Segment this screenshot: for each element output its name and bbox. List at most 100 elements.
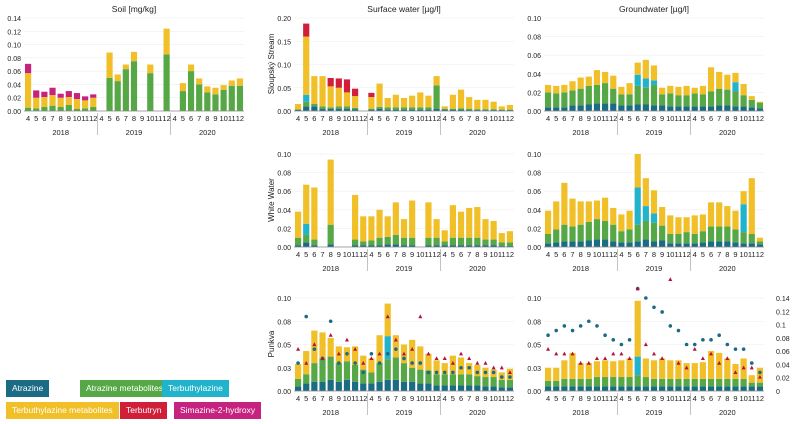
year-label: 2019 — [396, 128, 413, 137]
bar-segment — [577, 77, 584, 89]
bar-segment — [82, 100, 89, 109]
legend-label: Terbuthylazine — [168, 383, 223, 393]
x-tick-label: 6 — [42, 114, 46, 123]
marker-terbuthylazine-metabolites — [369, 356, 374, 361]
marker-terbuthylazine-metabolites — [393, 337, 398, 342]
bar-segment — [593, 84, 601, 104]
bar-segment — [147, 73, 154, 111]
bar-segment — [57, 97, 64, 108]
bar-segment — [433, 374, 440, 386]
marker-atrazine-metabolites — [394, 347, 398, 351]
bar-segment — [466, 108, 473, 111]
bar-segment — [610, 241, 617, 247]
bar-segment — [610, 224, 617, 242]
x-tick-label: 4 — [546, 394, 550, 403]
bar-segment — [384, 97, 391, 108]
bar-segment — [683, 106, 690, 111]
x-tick-label: 10 — [739, 114, 747, 123]
marker-atrazine-metabolites — [361, 370, 366, 375]
bar-segment — [740, 84, 747, 96]
bar-segment — [667, 93, 674, 107]
x-tick-label: 11 — [601, 394, 609, 403]
bar-segment — [417, 383, 424, 391]
x-tick-label: 6 — [709, 250, 713, 259]
x-tick-label: 4 — [26, 114, 30, 123]
x-tick-label: 12 — [609, 250, 617, 259]
y-tick-label: 0.04 — [7, 82, 21, 89]
bar-segment — [466, 207, 473, 238]
bar-segment — [650, 386, 658, 391]
bar-segment — [474, 237, 481, 246]
bar-segment — [441, 363, 448, 375]
year-label: 2019 — [126, 128, 143, 137]
legend-terbutryn: Terbutryn — [120, 402, 168, 419]
marker-atrazine-metabolites — [717, 333, 721, 338]
bar-segment — [498, 106, 505, 110]
bar-segment — [610, 75, 617, 89]
x-tick-label: 7 — [50, 114, 54, 123]
bar-segment — [417, 109, 424, 111]
x-tick-label: 4 — [296, 250, 300, 259]
bar-segment — [650, 241, 658, 247]
bar-segment — [33, 90, 40, 98]
x-tick-label: 12 — [359, 250, 367, 259]
bar-segment — [553, 93, 560, 108]
bar-segment — [335, 381, 342, 391]
bar-segment — [384, 107, 391, 110]
bar-segment — [90, 107, 97, 111]
x-tick-label: 11 — [498, 394, 506, 403]
bar-segment — [327, 356, 334, 380]
x-tick-label: 10 — [343, 250, 351, 259]
x-tick-label: 11 — [81, 114, 89, 123]
marker-terbuthylazine-metabolites — [546, 346, 551, 351]
bar-segment — [659, 94, 666, 106]
bar-segment — [236, 78, 244, 86]
bar-segment — [335, 87, 342, 107]
bar-segment — [675, 233, 682, 244]
x-tick-label: 9 — [337, 114, 341, 123]
year-label: 2018 — [572, 128, 589, 137]
bar-segment — [490, 110, 497, 111]
bar-segment — [634, 386, 641, 391]
x-tick-label: 5 — [304, 250, 308, 259]
bar-segment — [311, 330, 318, 364]
x-tick-label: 7 — [394, 394, 398, 403]
x-tick-label: 9 — [660, 250, 664, 259]
bar-segment — [482, 386, 489, 391]
bar-segment — [114, 74, 121, 82]
bar-segment — [634, 104, 641, 111]
bar-segment — [675, 106, 682, 111]
bar-segment — [561, 92, 568, 108]
bar-segment — [506, 246, 514, 247]
panel-title: Surface water [µg/l] — [367, 4, 440, 14]
marker-atrazine-metabolites — [434, 370, 439, 375]
x-tick-label: 10 — [73, 114, 81, 123]
x-tick-label: 11 — [748, 394, 756, 403]
marker-terbuthylazine-metabolites — [507, 370, 512, 374]
bar-segment — [327, 337, 334, 357]
bar-segment — [466, 385, 473, 391]
bar-segment — [482, 239, 489, 246]
bar-segment — [187, 64, 195, 72]
bar-segment — [490, 101, 497, 110]
x-tick-label: 5 — [554, 114, 558, 123]
x-tick-label: 10 — [666, 250, 674, 259]
bar-segment — [24, 63, 32, 74]
bar-segment — [585, 221, 592, 241]
bar-segment — [691, 233, 698, 244]
y-tick-label: 0.04 — [527, 208, 541, 215]
x-tick-label: 4 — [99, 114, 103, 123]
marker-terbuthylazine-metabolites — [296, 346, 301, 351]
x-tick-label: 7 — [320, 394, 324, 403]
marker-atrazine-metabolites — [701, 338, 705, 342]
x-tick-label: 6 — [459, 114, 463, 123]
marker-atrazine-metabolites — [459, 365, 463, 370]
x-tick-label: 6 — [386, 394, 390, 403]
bar-segment — [409, 109, 416, 111]
marker-terbuthylazine-metabolites — [434, 356, 439, 361]
bar-segment — [716, 202, 723, 227]
marker-terbuthylazine-metabolites — [570, 351, 575, 356]
y-tick-label: 0.00 — [527, 389, 541, 396]
y-tick-label: 0.10 — [277, 296, 291, 303]
x-tick-label: 8 — [725, 250, 729, 259]
